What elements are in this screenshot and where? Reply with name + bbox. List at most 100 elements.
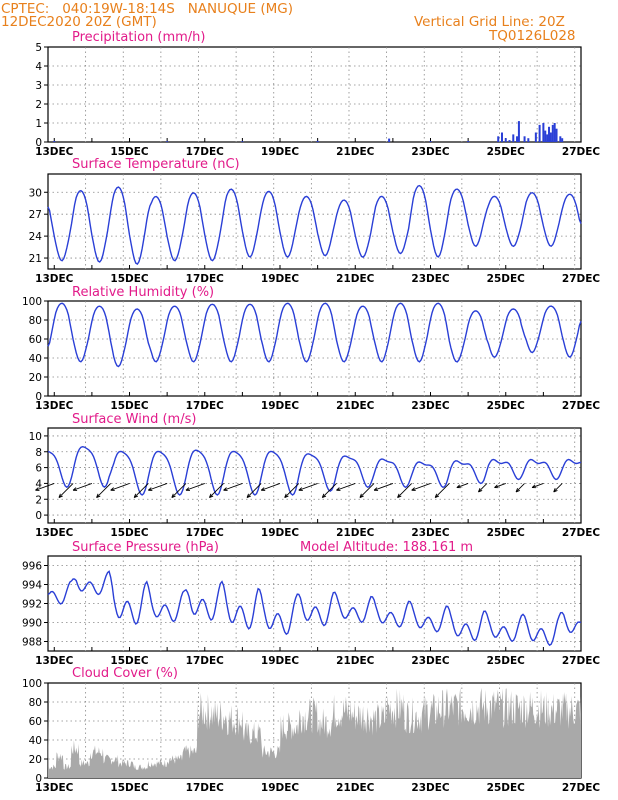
wind-arrow	[531, 482, 544, 488]
wind-arrow	[434, 483, 450, 498]
temperature-ytick-label: 27	[29, 209, 42, 221]
precipitation-bar	[429, 141, 432, 142]
wind-arrow	[58, 483, 74, 498]
precipitation-ytick-label: 4	[35, 61, 42, 73]
precipitation-bar	[241, 141, 244, 142]
precipitation-bar	[166, 141, 169, 142]
precipitation-bar	[538, 124, 541, 142]
pressure-xtick-label: 13DEC	[35, 655, 74, 667]
humidity-xtick-label: 21DEC	[336, 400, 375, 412]
humidity-xtick-label: 17DEC	[186, 400, 225, 412]
precipitation-bar	[467, 141, 470, 142]
wind-xtick-label: 23DEC	[411, 527, 450, 539]
temperature-xtick-label: 25DEC	[487, 273, 526, 285]
temperature-ytick-label: 24	[29, 231, 43, 243]
humidity-xtick-label: 19DEC	[261, 400, 300, 412]
wind-arrow-head	[321, 493, 327, 498]
precipitation-xtick-label: 23DEC	[411, 146, 450, 158]
wind-ytick-label: 10	[29, 431, 42, 443]
wind-arrow-head	[434, 493, 440, 498]
precipitation-ytick-label: 2	[35, 99, 42, 111]
temperature-xtick-label: 15DEC	[110, 273, 149, 285]
pressure-xtick-label: 23DEC	[411, 655, 450, 667]
precipitation-bar	[388, 138, 391, 142]
temperature-xtick-label: 13DEC	[35, 273, 74, 285]
header-datetime: 12DEC2020 20Z (GMT)	[1, 14, 157, 30]
humidity-frame	[47, 300, 582, 397]
temperature-xtick-label: 23DEC	[411, 273, 450, 285]
humidity-ytick-label: 20	[29, 372, 42, 384]
wind-arrow-head	[185, 487, 190, 491]
wind-arrow	[171, 483, 187, 498]
precipitation-bar	[500, 132, 503, 142]
wind-arrow-head	[515, 488, 520, 493]
wind-ytick-label: 8	[35, 447, 42, 459]
wind-xtick-label: 19DEC	[261, 527, 300, 539]
wind-xtick-label: 27DEC	[562, 527, 601, 539]
wind-arrow	[494, 482, 506, 488]
precipitation-xtick-label: 17DEC	[186, 146, 225, 158]
pressure-xtick-label: 25DEC	[487, 655, 526, 667]
pressure-ytick-label: 988	[22, 637, 42, 649]
temperature-xtick-label: 21DEC	[336, 273, 375, 285]
precipitation-bar	[559, 136, 562, 142]
wind-ytick-label: 6	[35, 463, 42, 475]
wind-arrow-head	[110, 487, 115, 491]
wind-arrow	[148, 482, 168, 491]
temperature-title: Surface Temperature (nC)	[72, 157, 240, 172]
wind-arrow-head	[411, 487, 416, 491]
cloud-cover-ytick-label: 60	[29, 716, 42, 728]
pressure-ytick-label: 994	[22, 580, 42, 592]
humidity-title: Relative Humidity (%)	[72, 285, 214, 300]
pressure-xtick-label: 27DEC	[562, 655, 601, 667]
wind-arrow	[397, 483, 413, 498]
precipitation-bar	[555, 128, 558, 142]
precipitation-xtick-label: 27DEC	[562, 146, 601, 158]
wind-arrow	[336, 482, 356, 491]
wind-arrow	[96, 483, 112, 498]
wind-arrow	[515, 483, 525, 493]
humidity-panel: Relative Humidity (%) 0 20 40 60 80 100 13DEC 1…	[22, 285, 600, 412]
wind-series	[47, 445, 582, 496]
pressure-ytick-label: 990	[22, 618, 42, 630]
wind-arrow	[298, 482, 318, 491]
precipitation-bar	[549, 132, 552, 142]
wind-arrow-head	[223, 487, 228, 491]
temperature-panel: Surface Temperature (nC) 21 24 27 30 13DEC 15…	[29, 157, 601, 285]
humidity-xtick-label: 25DEC	[487, 400, 526, 412]
wind-xtick-label: 15DEC	[110, 527, 149, 539]
precipitation-bar	[527, 138, 530, 142]
precipitation-frame	[47, 46, 582, 143]
humidity-xtick-label: 27DEC	[562, 400, 601, 412]
wind-arrow-head	[58, 493, 63, 498]
wind-arrow	[456, 482, 469, 488]
wind-arrow	[478, 483, 488, 493]
precipitation-panel: Precipitation (mm/h) 0 1 2 3 4 5 13DEC 15DEC 17D…	[35, 30, 600, 158]
wind-arrow	[209, 483, 224, 498]
precipitation-ytick-label: 0	[35, 137, 42, 149]
precipitation-title: Precipitation (mm/h)	[72, 30, 205, 45]
wind-arrow-head	[494, 484, 499, 489]
wind-xtick-label: 25DEC	[487, 527, 526, 539]
precipitation-bar	[544, 130, 547, 142]
wind-xtick-label: 17DEC	[186, 527, 225, 539]
humidity-xtick-label: 13DEC	[35, 400, 74, 412]
wind-arrow	[223, 482, 243, 491]
precipitation-bar	[516, 136, 519, 142]
cloud-cover-panel: Cloud Cover (%) 0 20 40 60 80 100 13DEC 15DEC 17…	[22, 666, 600, 794]
pressure-ytick-label: 996	[22, 561, 42, 573]
precipitation-bar	[534, 132, 537, 142]
precipitation-ytick-label: 1	[35, 118, 42, 130]
wind-arrow-head	[72, 487, 78, 491]
wind-xtick-label: 13DEC	[35, 527, 74, 539]
model-altitude-label: Model Altitude: 188.161 m	[300, 540, 473, 555]
precipitation-bar	[497, 136, 500, 142]
cloud-cover-xtick-label: 23DEC	[411, 782, 450, 794]
precipitation-xtick-label: 13DEC	[35, 146, 74, 158]
wind-arrow	[321, 483, 337, 498]
temperature-xtick-label: 19DEC	[261, 273, 300, 285]
cloud-cover-ytick-label: 100	[22, 678, 42, 690]
wind-arrow	[359, 483, 375, 498]
cloud-cover-ytick-label: 80	[29, 697, 42, 709]
wind-arrow	[185, 482, 205, 491]
